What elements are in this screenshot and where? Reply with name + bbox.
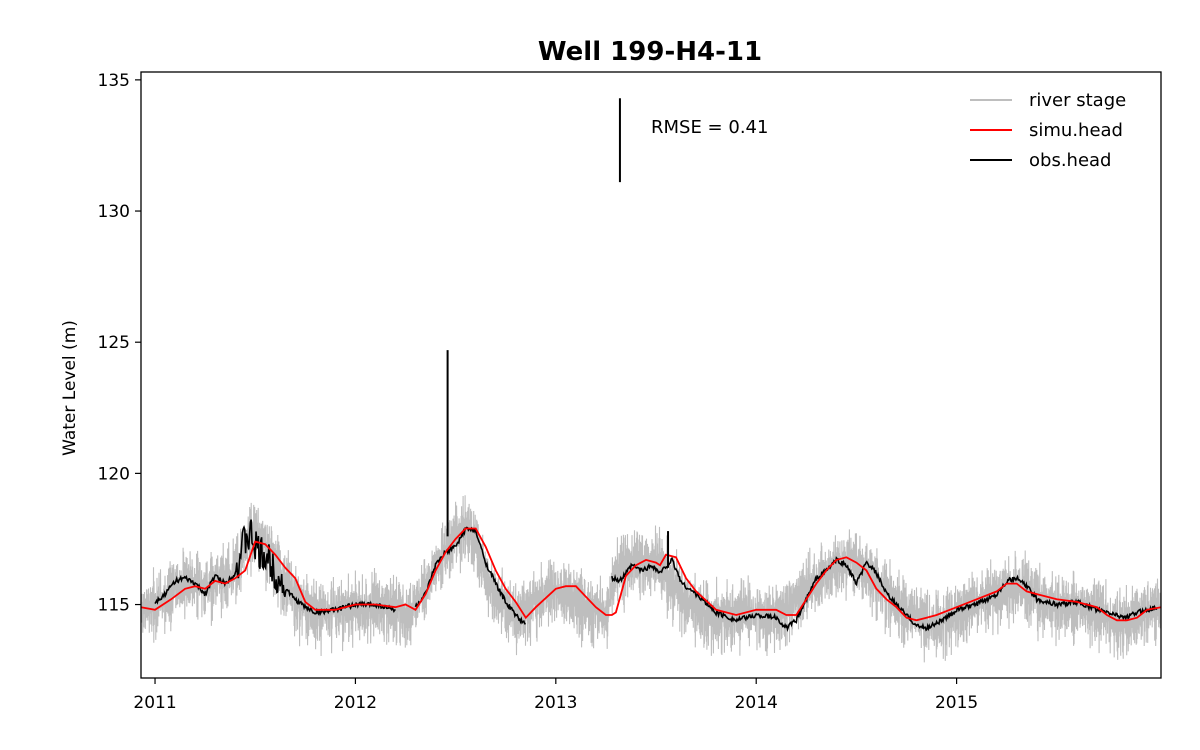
series-obs-head-segment — [414, 526, 527, 625]
y-tick-label: 130 — [98, 202, 130, 222]
y-axis-label: Water Level (m) — [60, 320, 80, 456]
y-axis: 115 120 125 130 135 — [98, 71, 141, 616]
rmse-annotation: RMSE = 0.41 — [651, 117, 768, 138]
legend-label: river stage — [1029, 90, 1126, 111]
series-simu-head — [140, 527, 1162, 622]
chart-title: Well 199-H4-11 — [538, 37, 762, 67]
y-tick-label: 125 — [98, 333, 130, 353]
x-tick-label: 2015 — [935, 693, 978, 713]
series-obs-head-segment — [611, 556, 1158, 633]
x-axis: 2011 2012 2013 2014 2015 — [133, 678, 978, 713]
plot-area — [140, 495, 1162, 663]
x-tick-label: 2012 — [334, 693, 377, 713]
plot-frame — [140, 71, 1162, 679]
series-obs-head-segment — [154, 519, 396, 617]
y-tick-label: 135 — [98, 71, 130, 91]
legend-label: simu.head — [1029, 120, 1123, 141]
x-tick-label: 2014 — [735, 693, 778, 713]
obs-spikes — [446, 98, 670, 568]
y-tick-label: 120 — [98, 464, 130, 484]
series-river-stage — [140, 495, 1162, 663]
y-tick-label: 115 — [98, 596, 130, 616]
x-tick-label: 2013 — [534, 693, 577, 713]
legend: river stage simu.head obs.head — [970, 90, 1126, 171]
legend-label: obs.head — [1029, 150, 1111, 171]
x-tick-label: 2011 — [133, 693, 176, 713]
